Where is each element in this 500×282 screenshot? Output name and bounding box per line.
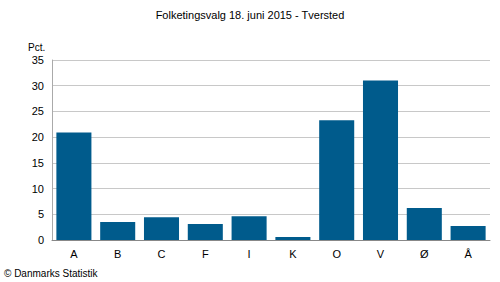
svg-text:15: 15 bbox=[32, 157, 44, 169]
svg-text:20: 20 bbox=[32, 131, 44, 143]
svg-text:© Danmarks Statistik: © Danmarks Statistik bbox=[4, 268, 99, 279]
svg-text:Å: Å bbox=[464, 248, 472, 260]
svg-text:30: 30 bbox=[32, 80, 44, 92]
svg-text:A: A bbox=[70, 248, 78, 260]
svg-text:25: 25 bbox=[32, 105, 44, 117]
svg-text:V: V bbox=[377, 248, 385, 260]
svg-text:0: 0 bbox=[38, 234, 44, 246]
svg-text:B: B bbox=[114, 248, 121, 260]
svg-text:Pct.: Pct. bbox=[28, 42, 45, 53]
svg-text:O: O bbox=[332, 248, 341, 260]
svg-text:C: C bbox=[158, 248, 166, 260]
svg-text:5: 5 bbox=[38, 208, 44, 220]
svg-text:Ø: Ø bbox=[420, 248, 429, 260]
svg-text:Folketingsvalg 18. juni 2015 -: Folketingsvalg 18. juni 2015 - Tversted bbox=[156, 9, 345, 21]
svg-text:I: I bbox=[248, 248, 251, 260]
svg-text:K: K bbox=[289, 248, 297, 260]
svg-text:F: F bbox=[202, 248, 209, 260]
svg-text:10: 10 bbox=[32, 183, 44, 195]
svg-text:35: 35 bbox=[32, 54, 44, 66]
